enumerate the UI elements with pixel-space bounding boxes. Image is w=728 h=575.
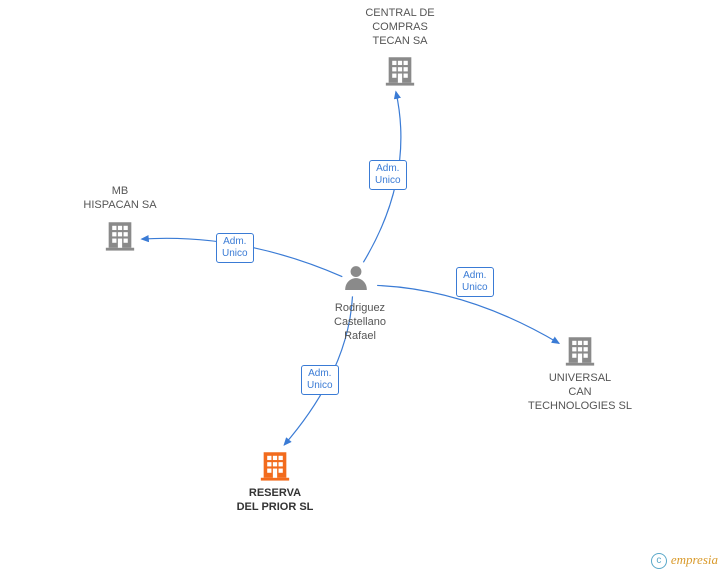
- edge-label: Adm. Unico: [301, 365, 339, 395]
- center-person-label: Rodriguez Castellano Rafael: [295, 302, 425, 343]
- person-icon: [343, 263, 369, 291]
- node-label-tecan: CENTRAL DE COMPRAS TECAN SA: [335, 7, 465, 48]
- edge-label: Adm. Unico: [369, 160, 407, 190]
- building-icon: [383, 53, 417, 87]
- building-icon: [258, 448, 292, 482]
- watermark: c empresia: [651, 552, 718, 569]
- node-label-hispacan: MB HISPACAN SA: [55, 185, 185, 213]
- building-icon: [103, 218, 137, 252]
- copyright-icon: c: [651, 553, 667, 569]
- watermark-text: empresia: [671, 552, 718, 567]
- building-icon: [563, 333, 597, 367]
- edge-label: Adm. Unico: [216, 233, 254, 263]
- edge-label: Adm. Unico: [456, 267, 494, 297]
- node-label-universal: UNIVERSAL CAN TECHNOLOGIES SL: [515, 372, 645, 413]
- node-label-reserva: RESERVA DEL PRIOR SL: [210, 487, 340, 515]
